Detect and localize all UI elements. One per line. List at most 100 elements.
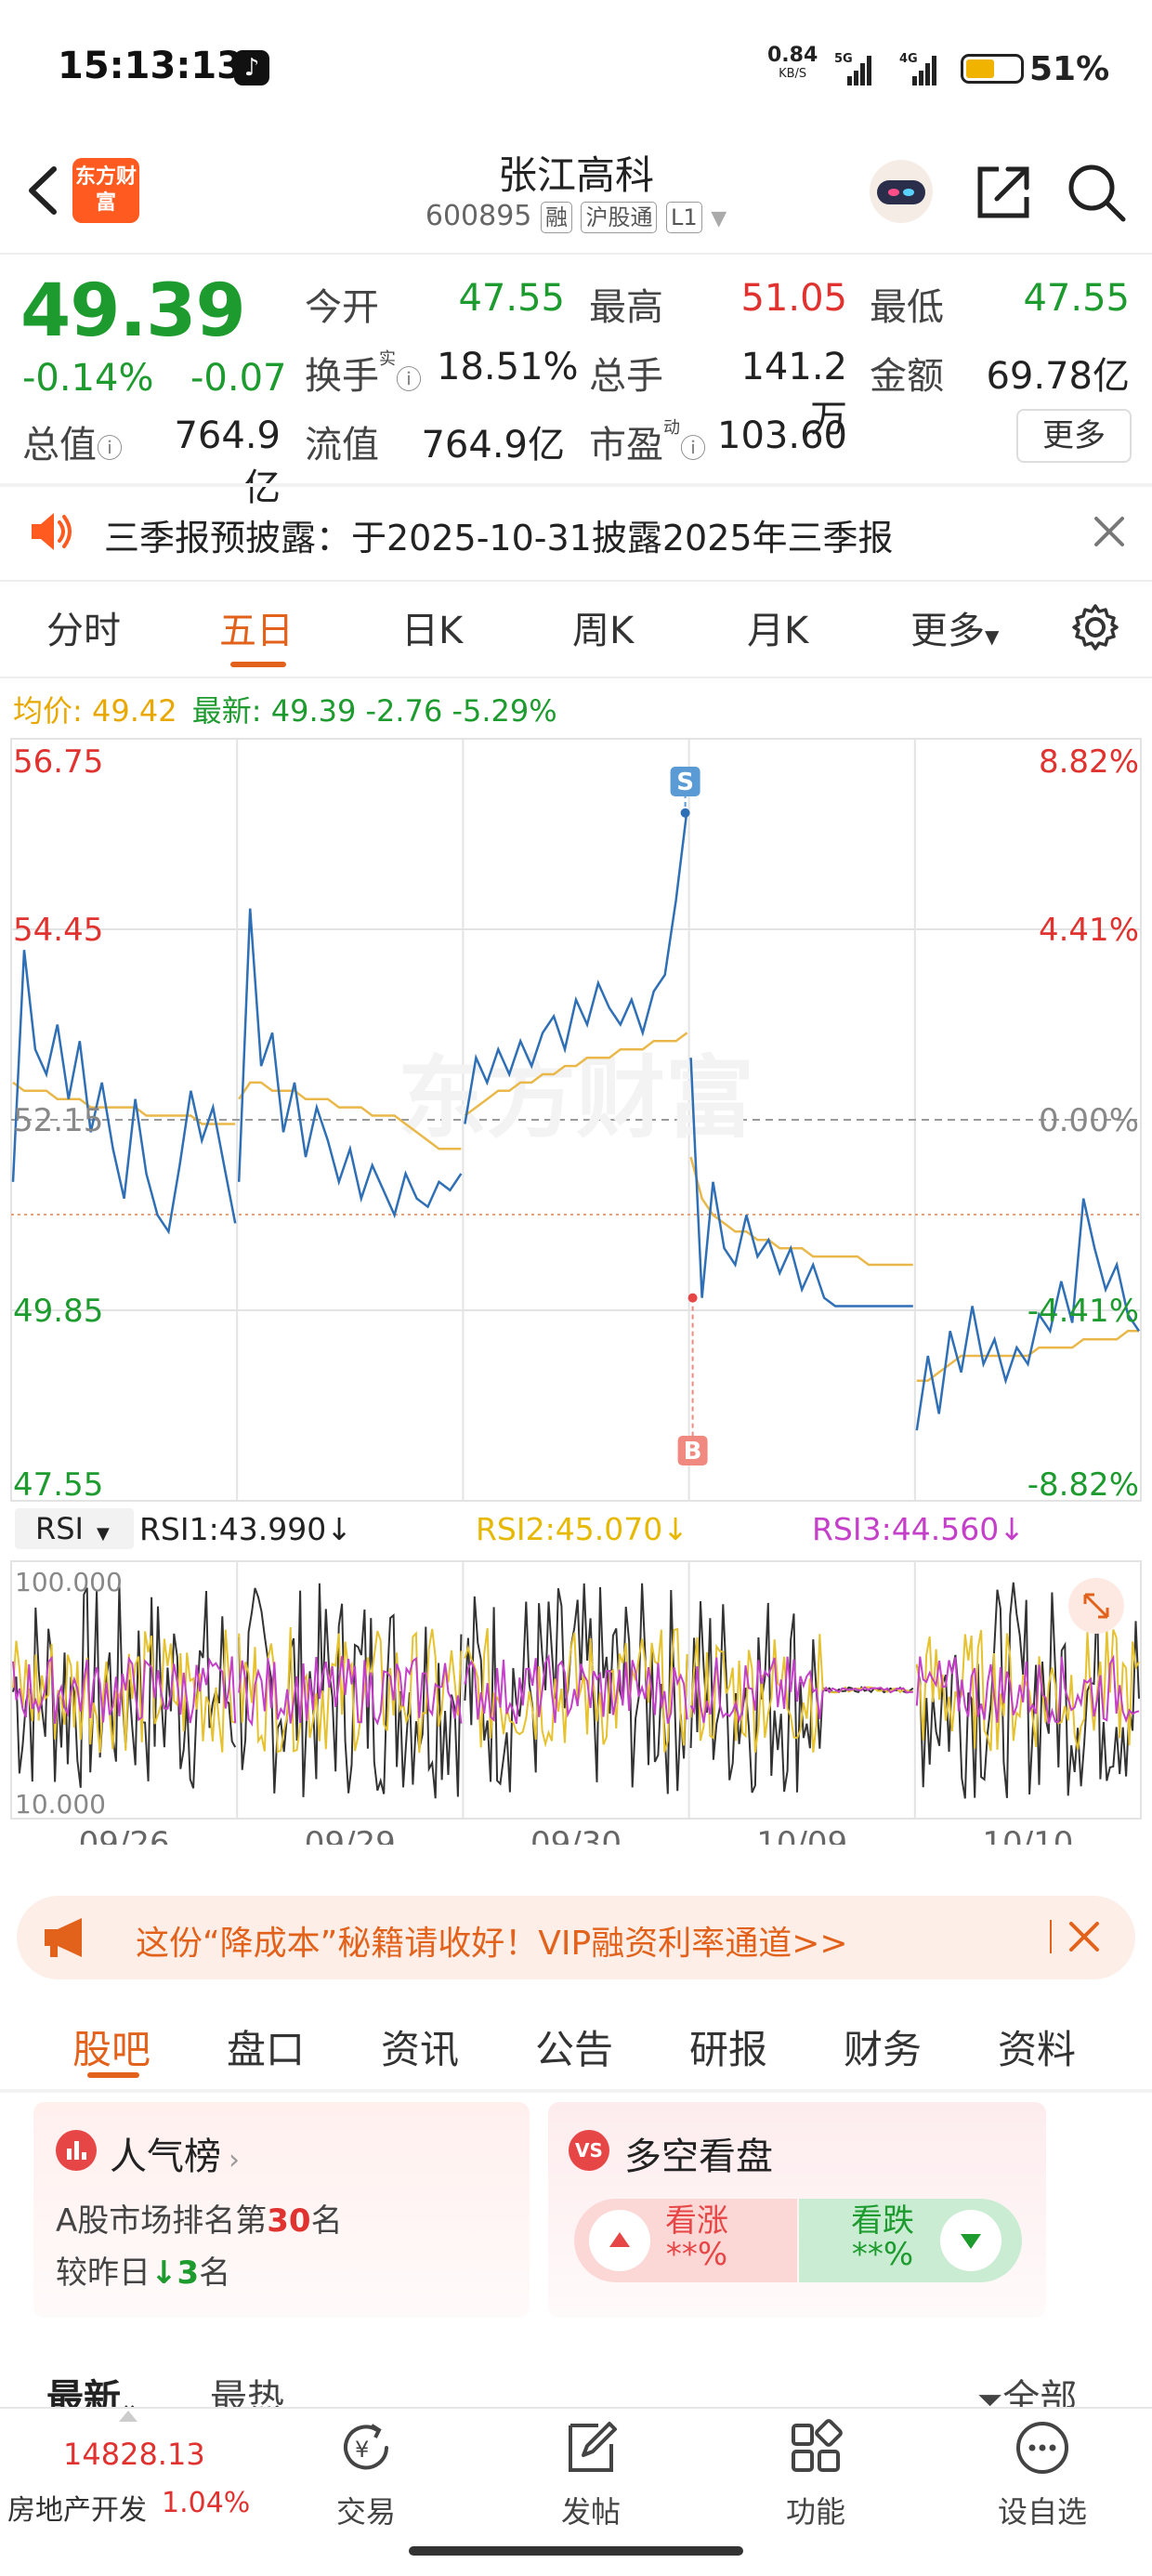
label-turnover: 换手实ⓘ: [305, 349, 423, 398]
tab-monthly-k[interactable]: 月K: [747, 610, 809, 652]
tab-profile[interactable]: 资料: [998, 2027, 1077, 2072]
arrow-down-icon[interactable]: [940, 2210, 1001, 2271]
edit-icon[interactable]: [561, 2418, 621, 2477]
buy-point: [687, 1293, 698, 1303]
tab-news[interactable]: 资讯: [381, 2027, 460, 2072]
sector-index-change[interactable]: 1.04%: [162, 2487, 251, 2519]
status-time: 15:13:13: [58, 45, 242, 87]
avg-price-line: [689, 1156, 913, 1267]
more-quote-button[interactable]: 更多: [1016, 409, 1132, 463]
trade-icon[interactable]: ¥: [336, 2418, 396, 2477]
y-tick-left: 56.75: [13, 743, 103, 781]
avg-price-line: [464, 1032, 688, 1117]
ai-assistant-icon[interactable]: [864, 156, 938, 227]
tab-daily-k[interactable]: 日K: [401, 610, 464, 652]
tab-guba[interactable]: 股吧: [72, 2027, 151, 2072]
popularity-change: 较昨日↓3名: [56, 2254, 231, 2292]
rsi-plot-frame: [10, 1560, 1142, 1820]
svg-text:4G: 4G: [899, 52, 918, 66]
current-price: 49.39: [20, 269, 246, 353]
versus-icon: VS: [569, 2130, 609, 2171]
popularity-rank: A股市场排名第30名: [56, 2202, 343, 2240]
value-turnover: 18.51%: [437, 346, 579, 388]
close-icon[interactable]: [1089, 511, 1130, 552]
price-line: [237, 908, 463, 1219]
sector-index-value[interactable]: 14828.13: [63, 2437, 205, 2472]
arrow-up-icon[interactable]: [589, 2210, 650, 2271]
gear-icon[interactable]: [1070, 602, 1120, 652]
tag-level: L1: [666, 202, 702, 233]
rsi1-value: RSI1:43.990↓: [139, 1511, 352, 1547]
price-line: [689, 1058, 913, 1308]
rsi-top-tick: 100.000: [15, 1567, 123, 1597]
tiktok-icon: ♪: [234, 50, 269, 85]
battery-icon: [961, 54, 1024, 84]
divider: [0, 253, 1152, 255]
bar-chart-icon: [56, 2130, 97, 2171]
share-icon[interactable]: [971, 160, 1036, 225]
back-icon[interactable]: [19, 158, 69, 223]
signal-4g-icon: 4G: [899, 52, 936, 85]
tab-more[interactable]: 更多▼: [910, 610, 1000, 652]
app-logo[interactable]: 东方财富: [72, 158, 139, 223]
tab-intraday[interactable]: 分时: [46, 610, 121, 652]
tab-order-book[interactable]: 盘口: [227, 2027, 306, 2072]
rsi1-line: [238, 1583, 463, 1799]
y-tick-right: 8.82%: [1039, 743, 1139, 781]
tab-research[interactable]: 研报: [689, 2027, 768, 2072]
value-high: 51.05: [740, 277, 847, 320]
price-line: [464, 808, 688, 1124]
label-amount: 金额: [870, 355, 944, 398]
popularity-card[interactable]: [33, 2102, 530, 2318]
rsi3-value: RSI3:44.560↓: [812, 1511, 1025, 1547]
tab-finance[interactable]: 财务: [844, 2027, 923, 2072]
x-tick-label: 09/29: [305, 1825, 396, 1845]
rsi1-line: [464, 1583, 688, 1794]
y-tick-right: -8.82%: [1028, 1466, 1139, 1504]
value-amount: 69.78亿: [986, 355, 1130, 398]
nav-functions[interactable]: 功能: [785, 2494, 845, 2530]
tag-margin: 融: [540, 202, 572, 233]
rsi3-line: [464, 1653, 688, 1725]
watermark: 东方财富: [398, 1046, 754, 1150]
sell-point: [680, 808, 690, 818]
home-indicator[interactable]: [409, 2546, 743, 2556]
tab-weekly-k[interactable]: 周K: [572, 610, 635, 652]
value-market-cap: 764.9亿: [174, 414, 281, 509]
more-icon[interactable]: [1013, 2418, 1072, 2477]
divider: [0, 483, 1152, 487]
divider: [0, 2089, 1152, 2093]
label-open: 今开: [305, 286, 379, 329]
grid-icon[interactable]: [786, 2418, 845, 2477]
svg-text:5G: 5G: [834, 52, 853, 66]
price-line: [11, 950, 237, 1235]
rsi2-value: RSI2:45.070↓: [476, 1511, 688, 1547]
label-low: 最低: [870, 286, 944, 329]
five-day-chart[interactable]: 东方财富 S B 56.75 54.45 52.15 49.85 47.55 8.82% 4.41…: [0, 729, 1152, 1845]
stock-code-row[interactable]: 600895 融 沪股通 L1 ▼: [307, 200, 845, 233]
stock-code: 600895: [425, 200, 532, 232]
megaphone-icon: [45, 1918, 82, 1957]
nav-trade[interactable]: 交易: [335, 2494, 396, 2530]
rsi2-line: [12, 1629, 236, 1754]
bull-label: 看涨 **%: [665, 2202, 728, 2273]
sector-index-name[interactable]: 房地产开发: [7, 2494, 147, 2527]
y-tick-left: 52.15: [13, 1102, 103, 1139]
nav-post[interactable]: 发帖: [560, 2494, 621, 2530]
nav-add-watchlist[interactable]: 设自选: [997, 2494, 1087, 2530]
value-pe: 103.60: [717, 414, 847, 457]
tab-announcements[interactable]: 公告: [535, 2027, 614, 2072]
close-icon[interactable]: [1064, 1916, 1105, 1957]
rsi3-line: [915, 1654, 1140, 1725]
popularity-title: 人气榜 ›: [110, 2136, 240, 2178]
value-open: 47.55: [458, 277, 565, 320]
avg-price-line: [916, 1330, 1139, 1383]
search-icon[interactable]: [1064, 160, 1129, 225]
value-volume: 141.2万: [740, 346, 847, 440]
y-tick-right: 4.41%: [1039, 912, 1139, 949]
tab-five-day[interactable]: 五日: [219, 610, 294, 652]
tab-active-indicator: [230, 662, 286, 667]
caret-up-icon: [119, 2411, 137, 2422]
rsi-selector[interactable]: RSI ▼: [15, 1508, 134, 1549]
promo-banner[interactable]: [17, 1896, 1135, 1979]
